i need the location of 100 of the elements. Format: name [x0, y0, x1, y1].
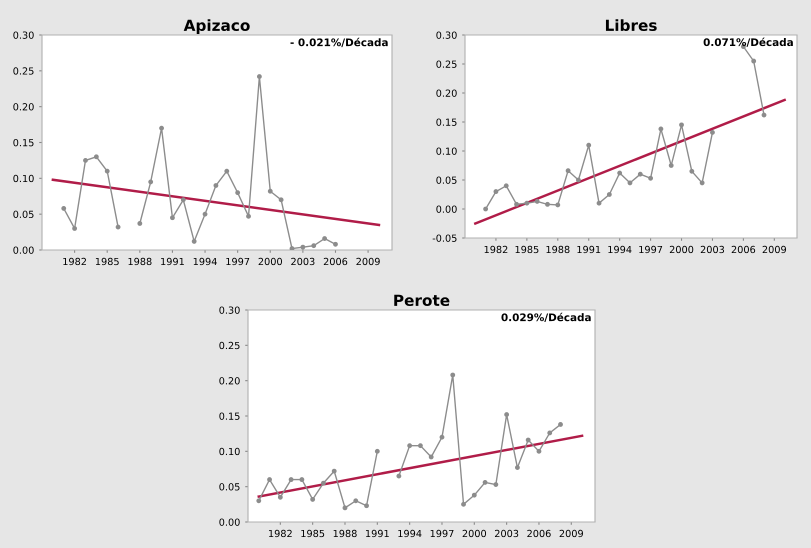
- point: [333, 242, 338, 247]
- x-tick-label: 1997: [639, 246, 662, 254]
- x-tick-label: 1988: [128, 258, 152, 266]
- point: [202, 212, 208, 217]
- point: [224, 168, 230, 174]
- y-tick-label: 0.25: [436, 60, 457, 68]
- point: [504, 412, 510, 418]
- x-tick-label: 1997: [226, 258, 250, 266]
- point: [374, 448, 380, 454]
- y-tick-label: 0.05: [219, 483, 240, 490]
- y-tick-label: 0.30: [436, 31, 457, 39]
- y-tick-label: 0.30: [13, 31, 34, 39]
- point: [493, 482, 498, 487]
- point: [321, 480, 326, 486]
- point: [566, 168, 571, 174]
- point: [180, 197, 186, 202]
- point: [751, 58, 756, 64]
- point: [710, 130, 715, 135]
- x-tick-label: 1982: [269, 530, 292, 538]
- x-tick-label: 1994: [608, 246, 632, 254]
- y-tick-label: 0.20: [219, 377, 240, 384]
- point: [299, 477, 304, 482]
- point: [606, 192, 612, 197]
- point: [311, 243, 316, 248]
- y-tick-label: 0.10: [219, 448, 240, 456]
- point: [638, 172, 643, 177]
- point: [494, 189, 498, 194]
- y-tick-label: 0.20: [13, 103, 34, 110]
- point: [555, 202, 560, 208]
- x-tick-label: 1982: [484, 246, 508, 254]
- point: [483, 206, 488, 212]
- y-tick-label: 0.10: [436, 147, 457, 155]
- point: [364, 503, 369, 508]
- point: [322, 236, 328, 241]
- point: [83, 158, 88, 163]
- point: [762, 112, 766, 118]
- point: [689, 168, 694, 174]
- x-tick-label: 1982: [63, 258, 86, 266]
- point: [461, 502, 466, 507]
- x-tick-label: 2006: [324, 258, 348, 266]
- y-tick-label: 0.00: [219, 518, 240, 526]
- point: [235, 190, 240, 196]
- point: [668, 163, 674, 168]
- point: [72, 226, 78, 231]
- x-tick-label: 1991: [161, 258, 184, 266]
- point: [137, 221, 142, 226]
- x-tick-label: 1994: [194, 258, 217, 266]
- point: [170, 215, 175, 220]
- point: [450, 372, 456, 378]
- point: [310, 496, 316, 502]
- point: [256, 74, 262, 79]
- annotation: 0.029%/Década: [501, 312, 591, 322]
- chart-title: Libres: [606, 19, 657, 32]
- point: [94, 154, 99, 160]
- point: [104, 168, 110, 174]
- point: [159, 126, 164, 131]
- x-tick-label: 2000: [258, 258, 282, 266]
- point: [278, 197, 284, 202]
- point: [534, 199, 540, 204]
- x-tick-label: 1988: [334, 530, 357, 538]
- point: [268, 188, 273, 194]
- y-tick-label: 0.30: [219, 306, 240, 314]
- chart-title: Perote: [394, 294, 450, 306]
- y-tick-label: 0.25: [13, 67, 34, 75]
- point: [514, 202, 519, 207]
- x-tick-label: 1994: [398, 530, 422, 538]
- point: [61, 206, 66, 211]
- point: [679, 122, 684, 128]
- point: [545, 202, 550, 207]
- y-tick-label: 0.05: [13, 210, 34, 218]
- point: [617, 170, 622, 176]
- point: [246, 214, 251, 219]
- y-tick-label: 0.15: [219, 412, 240, 420]
- x-tick-label: 2003: [494, 530, 518, 538]
- point: [342, 505, 348, 510]
- point: [407, 443, 412, 448]
- x-tick-label: 2006: [732, 246, 756, 254]
- x-tick-label: 1985: [516, 246, 538, 254]
- point: [700, 180, 705, 186]
- x-tick-label: 2003: [291, 258, 314, 266]
- annotation: 0.071%/Década: [704, 38, 793, 47]
- x-tick-label: 1985: [96, 258, 119, 266]
- point: [524, 200, 530, 206]
- point: [596, 200, 602, 206]
- y-tick-label: 0.25: [219, 342, 240, 350]
- point: [300, 244, 306, 250]
- y-tick-label: 0.15: [13, 138, 34, 146]
- x-tick-label: 2003: [700, 246, 724, 254]
- point: [418, 443, 423, 448]
- y-tick-label: 0.20: [436, 89, 457, 97]
- x-tick-label: 2006: [527, 530, 551, 538]
- x-tick-label: 1997: [430, 530, 454, 538]
- point: [290, 246, 294, 250]
- point: [586, 142, 592, 148]
- point: [628, 180, 632, 186]
- point: [526, 438, 531, 442]
- y-tick-label: 0.00: [436, 205, 457, 213]
- point: [353, 498, 358, 504]
- point: [116, 224, 121, 230]
- point: [428, 454, 434, 460]
